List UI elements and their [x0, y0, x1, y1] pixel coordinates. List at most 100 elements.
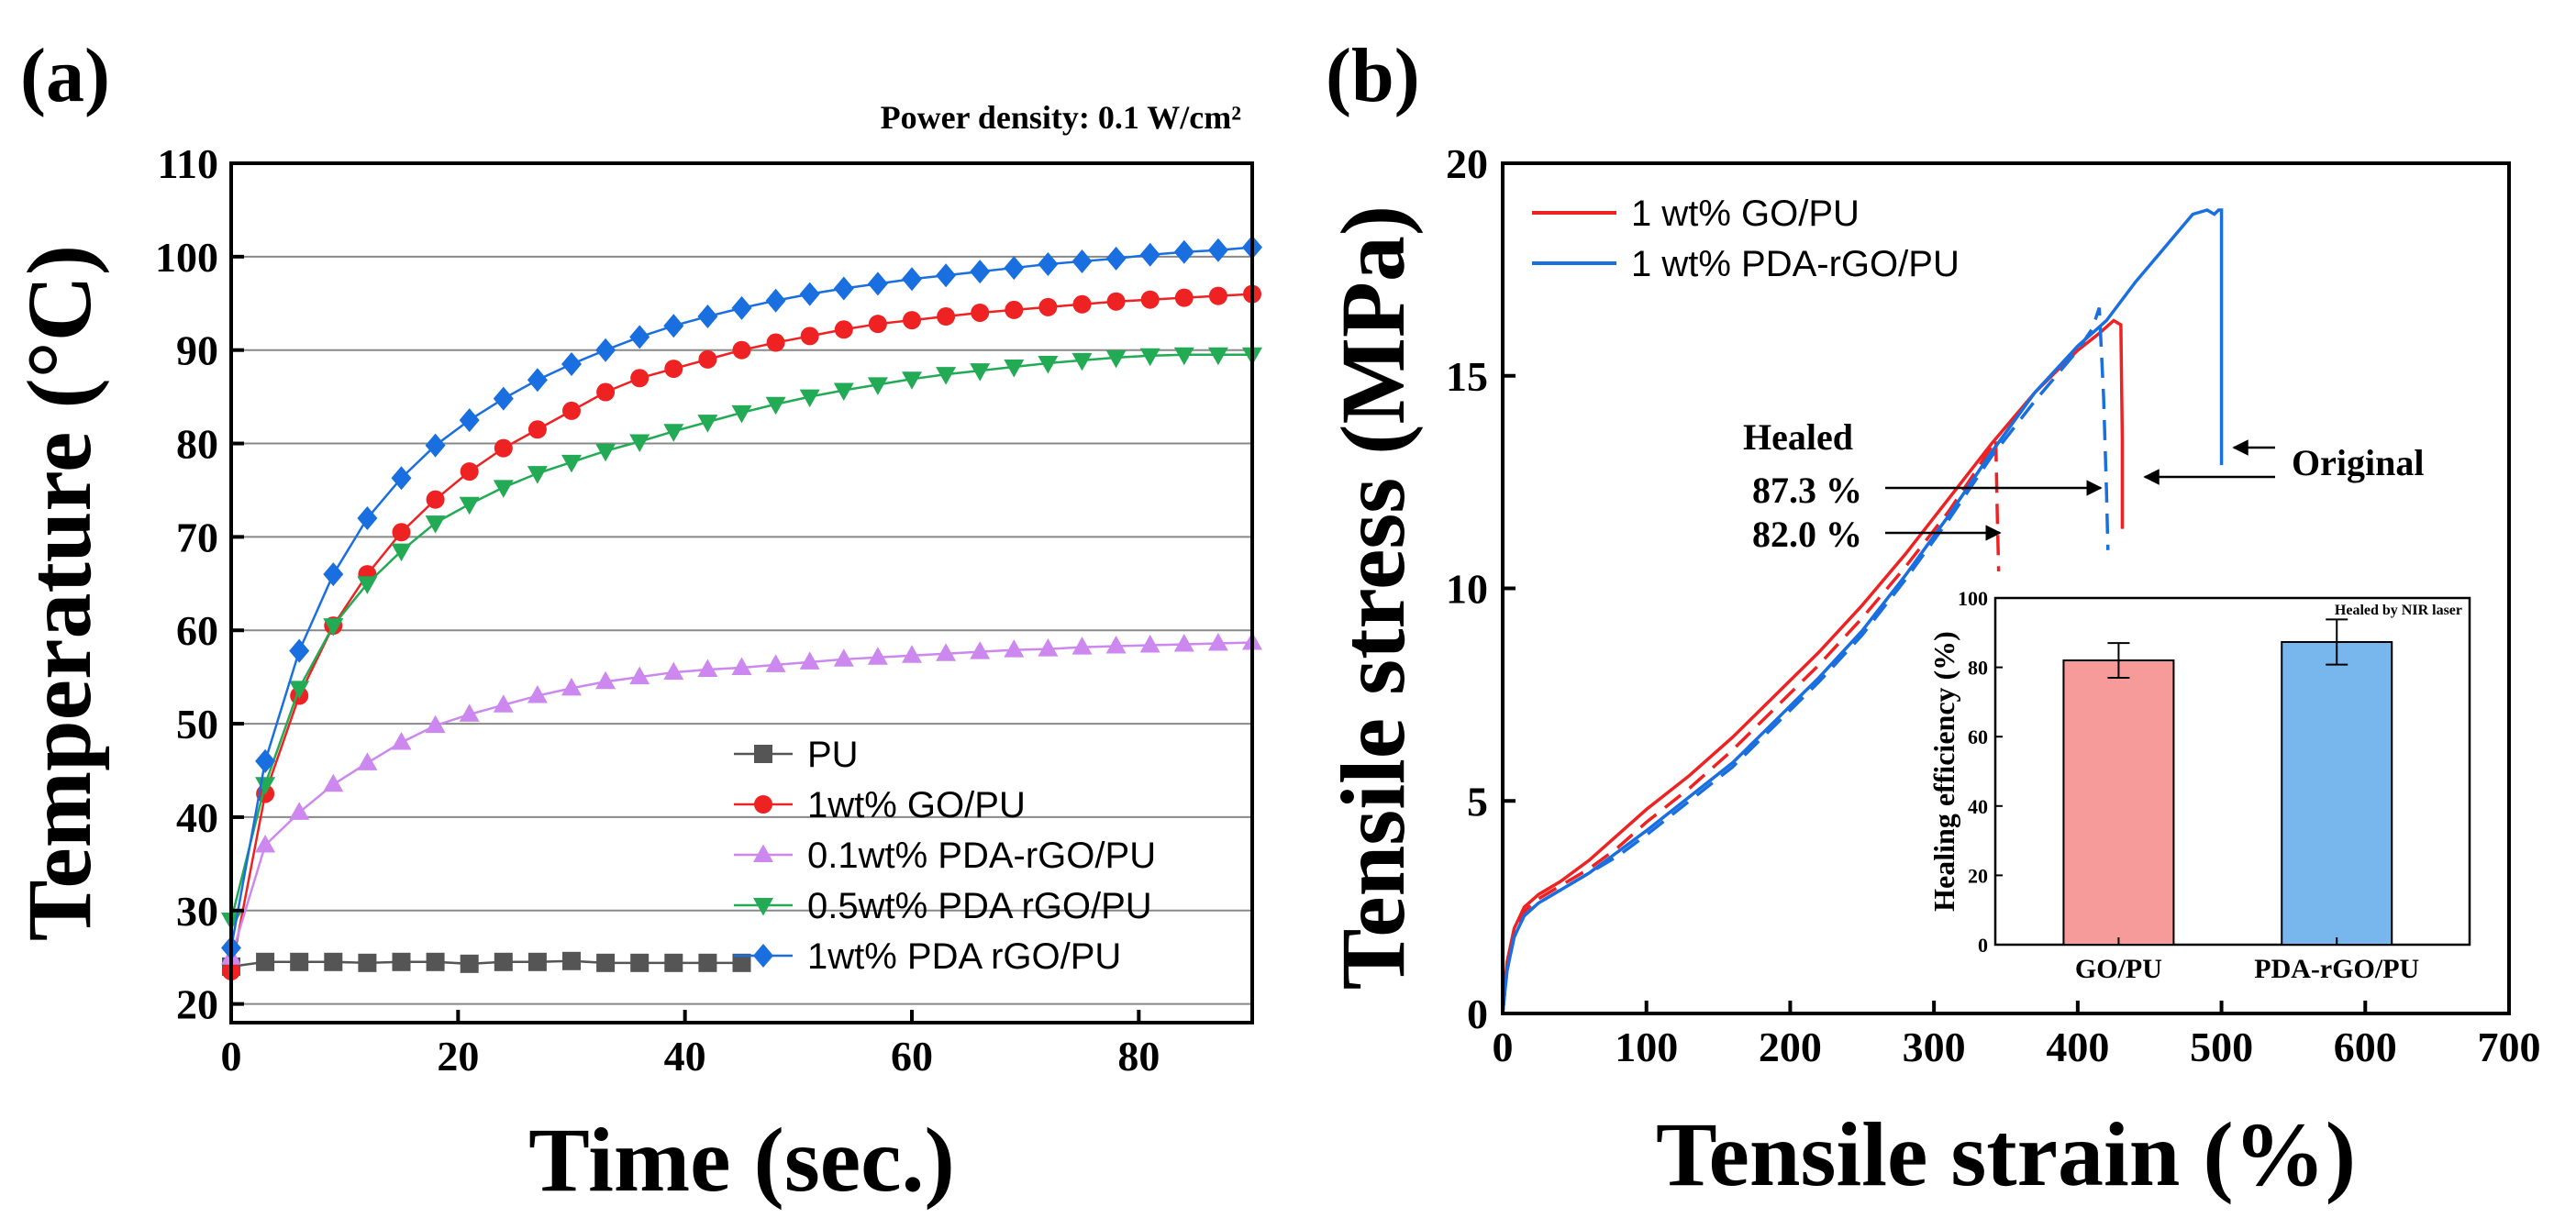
- a-legend-label: 0.5wt% PDA rGO/PU: [807, 886, 1152, 926]
- a-data-point: [1139, 348, 1160, 367]
- a-data-point: [1004, 256, 1025, 281]
- a-data-point: [289, 638, 310, 663]
- a-data-point: [1038, 251, 1059, 276]
- a-data-point: [800, 327, 819, 346]
- b-healed-curve: [1501, 307, 2110, 1014]
- a-data-point: [595, 670, 616, 690]
- inset-bar: [2281, 641, 2393, 946]
- a-data-point: [902, 267, 922, 292]
- a-y-tick-label: 70: [176, 514, 218, 560]
- a-data-point: [731, 657, 752, 675]
- inset-title: Healed by NIR laser: [2335, 603, 2462, 618]
- b-legend-label: 1 wt% PDA-rGO/PU: [1631, 244, 1960, 284]
- a-data-point: [902, 645, 922, 663]
- a-data-point: [392, 952, 411, 971]
- a-data-point: [698, 953, 717, 972]
- a-y-tick-label: 40: [176, 794, 218, 841]
- b-x-tick-label: 600: [2334, 1024, 2397, 1070]
- a-data-point: [255, 748, 276, 773]
- a-y-tick-label: 30: [176, 888, 218, 935]
- a-data-point: [697, 304, 718, 329]
- a-x-tick-label: 80: [1117, 1033, 1160, 1080]
- a-data-point: [459, 408, 480, 433]
- panel-a-label: (a): [20, 33, 110, 118]
- b-legend: 1 wt% GO/PU 1 wt% PDA-rGO/PU: [1532, 194, 1960, 284]
- b-y-tick-label: 20: [1446, 140, 1488, 187]
- b-healed-curve: [1501, 434, 2001, 1014]
- a-data-point: [629, 325, 650, 349]
- a-data-point: [833, 276, 854, 301]
- a-x-axis-title: Time (sec.): [528, 1109, 955, 1211]
- a-data-point: [1207, 238, 1228, 262]
- a-data-point: [561, 351, 582, 376]
- a-data-point: [527, 368, 548, 393]
- a-data-point: [562, 951, 581, 970]
- a-data-point: [697, 659, 718, 678]
- a-data-point: [1140, 290, 1160, 309]
- panel-b-label: (b): [1326, 33, 1420, 118]
- a-data-point: [1208, 286, 1227, 305]
- a-data-point: [765, 288, 786, 313]
- b-x-tick-label: 700: [2478, 1024, 2541, 1070]
- healed-label: Healed: [1743, 416, 1853, 458]
- a-data-point: [426, 490, 445, 509]
- b-y-tick-label: 15: [1446, 353, 1488, 400]
- a-series-line: [230, 959, 742, 969]
- a-data-point: [323, 618, 344, 637]
- inset-y-axis-title: Healing efficiency (%): [1927, 631, 1960, 912]
- original-label: Original: [2292, 442, 2424, 483]
- a-data-point: [595, 443, 616, 462]
- b-y-tick-label: 10: [1446, 566, 1488, 613]
- annotation-arrows: [1885, 439, 2275, 541]
- b-x-tick-label: 0: [1493, 1024, 1514, 1070]
- a-data-point: [561, 677, 582, 696]
- b-legend-label: 1 wt% GO/PU: [1631, 194, 1860, 234]
- a-data-point: [494, 438, 513, 458]
- a-data-point: [1038, 355, 1059, 374]
- a-data-point: [868, 315, 887, 334]
- a-data-point: [1071, 249, 1093, 273]
- a-data-point: [630, 369, 650, 388]
- a-data-point: [1207, 632, 1228, 651]
- a-y-tick-label: 100: [155, 234, 218, 281]
- a-data-point: [867, 377, 888, 395]
- a-data-point: [426, 952, 445, 971]
- a-data-point: [493, 694, 514, 713]
- a-data-point: [392, 523, 411, 542]
- a-data-point: [527, 466, 548, 484]
- a-data-point: [1005, 300, 1024, 319]
- a-data-point: [903, 311, 921, 330]
- a-data-point: [629, 666, 650, 685]
- b-series-group: [1501, 208, 2224, 1014]
- a-data-point: [731, 295, 752, 320]
- a-data-point: [629, 434, 650, 453]
- a-data-point: [1071, 637, 1093, 655]
- a-data-point: [460, 954, 479, 973]
- a-data-point: [255, 834, 276, 853]
- a-y-tick-label: 60: [176, 607, 218, 654]
- a-x-tick-label: 60: [891, 1033, 933, 1080]
- a-data-point: [323, 773, 344, 792]
- healed-pct-go-label: 82.0 %: [1752, 514, 1862, 555]
- b-x-tick-label: 200: [1759, 1024, 1822, 1070]
- a-data-point: [256, 952, 275, 971]
- a-data-point: [1106, 292, 1126, 311]
- a-data-point: [664, 953, 683, 972]
- a-y-tick-label: 90: [176, 327, 218, 374]
- a-data-point: [595, 338, 616, 362]
- a-data-point: [1004, 639, 1025, 658]
- a-data-point: [1139, 635, 1160, 653]
- a-data-point: [766, 333, 785, 352]
- b-annotations: Healed 87.3 % 82.0 % Original: [1743, 416, 2424, 555]
- panel-a-chart: PU 1wt% GO/PU 0.1wt% PDA-rGO/PU 0.5wt% PDA …: [8, 99, 1262, 1211]
- inset-y-tick-label: 80: [1968, 657, 1988, 680]
- a-y-tick-label: 20: [176, 981, 218, 1028]
- a-data-point: [698, 349, 717, 369]
- a-data-point: [1071, 352, 1093, 371]
- b-x-tick-label: 500: [2190, 1024, 2253, 1070]
- a-data-point: [1038, 638, 1059, 657]
